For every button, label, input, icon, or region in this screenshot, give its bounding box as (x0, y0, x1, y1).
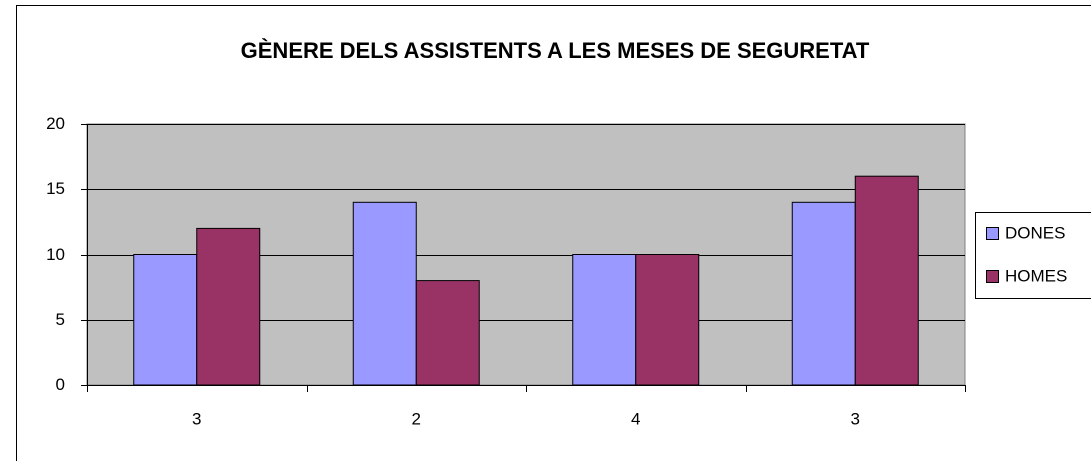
bar (854, 175, 919, 386)
y-tick-label: 15 (46, 179, 65, 198)
legend-swatch (986, 270, 999, 283)
legend-label: DONES (1005, 223, 1065, 242)
y-tick-label: 10 (46, 245, 65, 264)
legend-swatch (986, 227, 999, 240)
x-tick-label: 4 (631, 409, 640, 428)
bar (415, 280, 480, 386)
bar (133, 254, 198, 386)
x-tick-label: 3 (192, 409, 201, 428)
legend-label: HOMES (1005, 266, 1067, 285)
chart-title: GÈNERE DELS ASSISTENTS A LES MESES DE SE… (241, 38, 870, 63)
x-tick-label: 2 (412, 409, 421, 428)
bar (196, 227, 261, 386)
x-tick-label: 3 (851, 409, 860, 428)
bar (791, 201, 856, 386)
bar (352, 201, 417, 386)
bar (572, 254, 637, 386)
legend-box (975, 212, 1091, 299)
y-tick-label: 0 (56, 375, 65, 394)
y-tick-label: 5 (56, 310, 65, 329)
y-tick-label: 20 (46, 114, 65, 133)
bar (635, 254, 700, 386)
